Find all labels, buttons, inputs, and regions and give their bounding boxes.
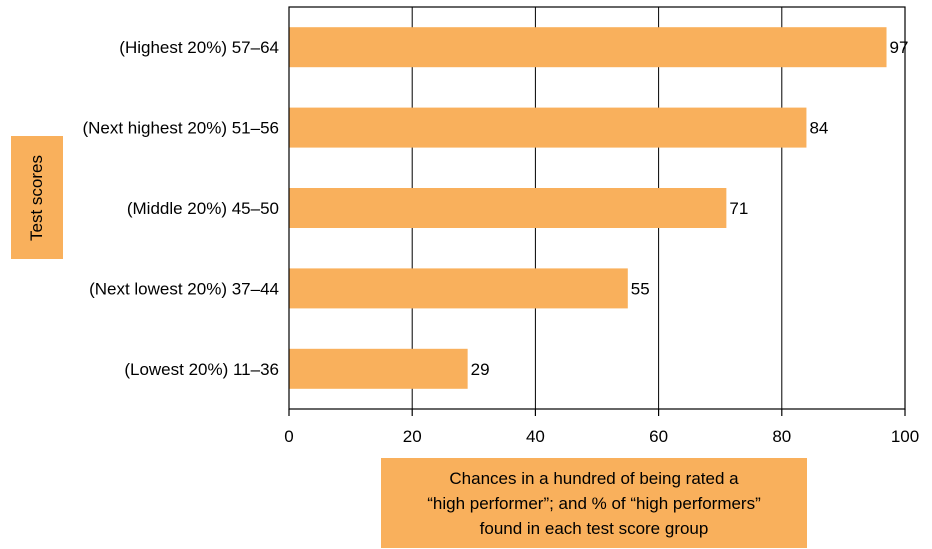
bar	[289, 107, 807, 148]
x-tick-label: 40	[526, 427, 545, 446]
y-axis-label-box: Test scores	[11, 136, 63, 259]
x-axis-label-line: “high performer”; and % of “high perform…	[427, 493, 761, 513]
data-label: 84	[809, 119, 828, 138]
x-tick-label: 0	[284, 427, 293, 446]
category-label: (Next highest 20%) 51–56	[82, 119, 279, 138]
x-axis-label-line: Chances in a hundred of being rated a	[449, 468, 739, 488]
data-label: 55	[631, 279, 650, 298]
data-label: 97	[890, 38, 909, 57]
data-label: 29	[471, 360, 490, 379]
category-label: (Lowest 20%) 11–36	[124, 360, 279, 379]
bar	[289, 348, 468, 389]
bar	[289, 268, 628, 309]
bar	[289, 27, 887, 68]
category-label: (Highest 20%) 57–64	[119, 38, 279, 57]
x-axis-label-box: Chances in a hundred of being rated a “h…	[381, 458, 807, 548]
bar	[289, 188, 727, 228]
category-label: (Next lowest 20%) 37–44	[89, 279, 279, 298]
x-axis-label-line: found in each test score group	[479, 518, 709, 538]
data-label: 71	[729, 199, 748, 218]
x-tick-label: 60	[649, 427, 668, 446]
y-axis-label: Test scores	[27, 154, 47, 241]
category-label: (Middle 20%) 45–50	[127, 199, 279, 218]
x-tick-label: 20	[403, 427, 422, 446]
x-tick-label: 100	[891, 427, 919, 446]
x-tick-label: 80	[772, 427, 791, 446]
plot-frame	[288, 6, 906, 410]
